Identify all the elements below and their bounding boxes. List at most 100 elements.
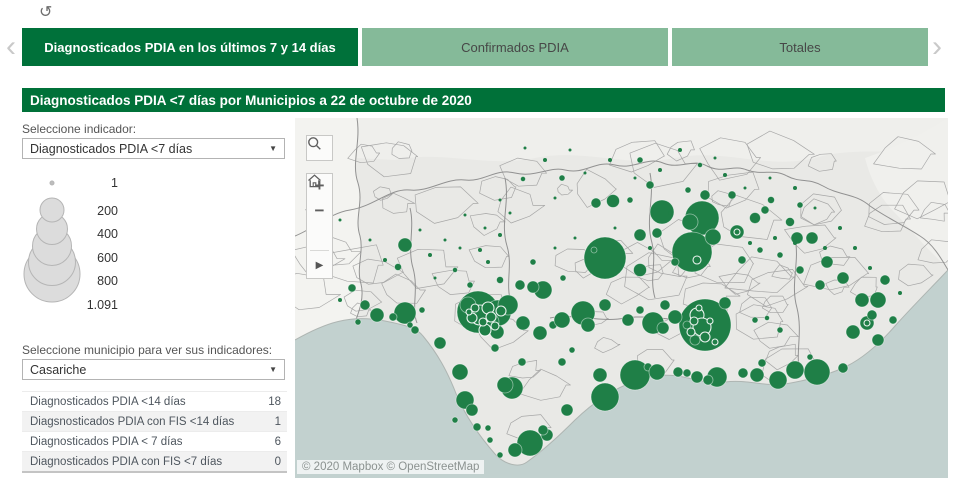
map-bubble[interactable]	[868, 266, 872, 270]
home-button[interactable]	[306, 174, 333, 249]
map-bubble[interactable]	[823, 246, 827, 250]
map-bubble[interactable]	[558, 174, 566, 182]
map-bubble[interactable]	[760, 205, 770, 215]
map-bubble[interactable]	[532, 325, 548, 341]
map-bubble[interactable]	[776, 326, 784, 334]
map-bubble[interactable]	[393, 301, 417, 325]
map-bubble[interactable]	[537, 424, 549, 436]
map-bubble[interactable]	[636, 156, 644, 164]
map-bubble[interactable]	[645, 180, 655, 190]
map-bubble[interactable]	[458, 246, 462, 250]
map-bubble[interactable]	[803, 358, 831, 386]
map-bubble[interactable]	[466, 281, 474, 289]
map-bubble[interactable]	[451, 363, 469, 381]
map-bubble[interactable]	[751, 316, 759, 324]
map-bubble[interactable]	[667, 309, 683, 325]
map-bubble[interactable]	[633, 263, 647, 277]
map-bubble[interactable]	[773, 236, 777, 240]
map-bubble[interactable]	[520, 176, 526, 182]
map-bubble[interactable]	[898, 291, 902, 295]
map-bubble[interactable]	[495, 305, 507, 317]
map-bubble[interactable]	[785, 217, 795, 227]
map-bubble[interactable]	[517, 357, 527, 367]
map-bubble[interactable]	[863, 319, 871, 327]
map-bubble[interactable]	[478, 317, 488, 327]
map-bubble[interactable]	[621, 313, 635, 327]
map-bubble[interactable]	[359, 299, 371, 311]
map-bubble[interactable]	[704, 228, 722, 246]
map-search-button[interactable]	[306, 135, 333, 161]
map-bubble[interactable]	[465, 308, 473, 316]
map-bubble[interactable]	[498, 233, 502, 237]
map-bubble[interactable]	[879, 274, 891, 286]
map-bubble[interactable]	[472, 422, 482, 432]
map-bubble[interactable]	[767, 196, 775, 204]
map-bubble[interactable]	[806, 353, 814, 361]
map-bubble[interactable]	[795, 265, 805, 275]
map-bubble[interactable]	[768, 370, 788, 390]
map-bubble[interactable]	[633, 228, 647, 242]
map-bubble[interactable]	[592, 367, 608, 383]
map-bubble[interactable]	[543, 158, 547, 162]
map-bubble[interactable]	[590, 197, 602, 209]
map-bubble[interactable]	[633, 176, 637, 180]
map-bubble[interactable]	[671, 231, 713, 273]
map-bubble[interactable]	[507, 442, 523, 458]
map-bubble[interactable]	[658, 168, 662, 172]
map-bubble[interactable]	[853, 246, 857, 250]
map-bubble[interactable]	[478, 248, 482, 252]
tab-0[interactable]: Diagnosticados PDIA en los últimos 7 y 1…	[22, 28, 358, 66]
map-bubble[interactable]	[648, 246, 652, 250]
tabs-scroll-right-icon[interactable]: ›	[932, 30, 942, 63]
map-bubble[interactable]	[368, 238, 372, 242]
map-bubble[interactable]	[383, 258, 387, 262]
map-bubble[interactable]	[793, 186, 797, 190]
map-bubble[interactable]	[682, 320, 692, 330]
map-bubble[interactable]	[463, 213, 467, 217]
map-bubble[interactable]	[651, 227, 663, 239]
map-bubble[interactable]	[608, 158, 612, 162]
map-bubble[interactable]	[433, 276, 437, 280]
map-bubble[interactable]	[711, 338, 719, 346]
map-bubble[interactable]	[553, 196, 557, 200]
map-bubble[interactable]	[820, 255, 834, 269]
map-bubble[interactable]	[338, 218, 342, 222]
table-row[interactable]: Diagnosticados PDIA <14 días 18	[22, 391, 287, 411]
map-bubble[interactable]	[727, 190, 737, 200]
table-row[interactable]: Diagnosticados PDIA < 7 días 6	[22, 431, 287, 451]
map-bubble[interactable]	[697, 162, 703, 168]
map-bubble[interactable]	[838, 226, 842, 230]
map-bubble[interactable]	[668, 211, 672, 215]
map-bubble[interactable]	[813, 206, 817, 210]
map-bubble[interactable]	[490, 343, 500, 353]
map-bubble[interactable]	[702, 374, 714, 386]
map-bubble[interactable]	[515, 315, 531, 331]
pan-mode-button[interactable]: ▶	[315, 260, 324, 272]
map-bubble[interactable]	[699, 331, 711, 343]
map-bubble[interactable]	[560, 403, 574, 417]
indicator-dropdown[interactable]: Diagnosticados PDIA <7 días ▼	[22, 138, 285, 159]
map-bubble[interactable]	[485, 311, 497, 323]
map-bubble[interactable]	[723, 173, 727, 177]
map-bubble[interactable]	[748, 241, 752, 245]
map-bubble[interactable]	[452, 267, 458, 273]
map-bubble[interactable]	[737, 367, 749, 379]
map-bubble[interactable]	[484, 424, 492, 432]
zoom-in-button[interactable]: +	[314, 176, 325, 196]
municipio-dropdown[interactable]: Casariche ▼	[22, 359, 285, 380]
map-bubble[interactable]	[526, 280, 540, 294]
tabs-scroll-left-icon[interactable]: ‹	[6, 30, 16, 63]
map-bubble[interactable]	[684, 186, 692, 194]
map-bubble[interactable]	[428, 253, 432, 257]
map-bubble[interactable]	[648, 363, 666, 381]
map-bubble[interactable]	[635, 305, 645, 315]
map-bubble[interactable]	[869, 291, 887, 309]
map-bubble[interactable]	[757, 358, 767, 368]
map-bubble[interactable]	[606, 194, 620, 208]
map-bubble[interactable]	[338, 298, 342, 302]
map-bubble[interactable]	[410, 325, 420, 335]
map-bubble[interactable]	[785, 360, 805, 380]
map-bubble[interactable]	[514, 279, 526, 291]
map-bubble[interactable]	[713, 156, 717, 160]
map-bubble[interactable]	[496, 376, 514, 394]
